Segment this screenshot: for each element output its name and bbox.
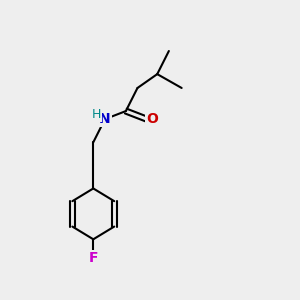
Text: F: F <box>88 251 98 265</box>
Text: N: N <box>99 112 111 126</box>
Text: H: H <box>92 108 101 121</box>
Text: O: O <box>146 112 158 126</box>
